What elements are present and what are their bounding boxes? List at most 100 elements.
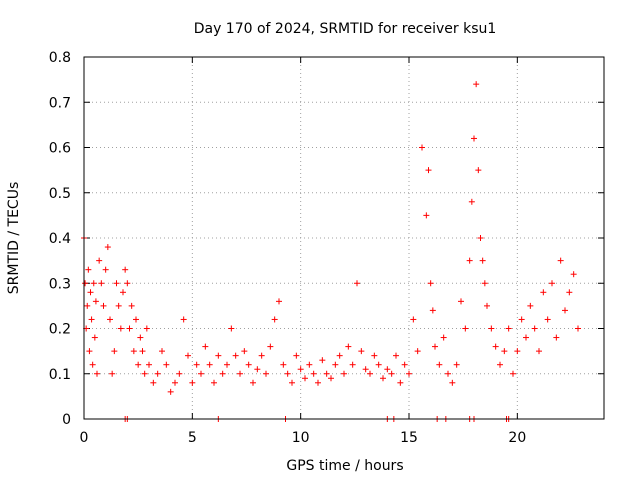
y-tick-label: 0.7 [49, 95, 71, 111]
data-point [232, 352, 239, 359]
data-point [341, 370, 347, 377]
data-point [518, 316, 525, 323]
data-point [349, 361, 356, 368]
chart-title: Day 170 of 2024, SRMTID for receiver ksu… [194, 21, 497, 37]
data-point [375, 361, 382, 368]
data-point [120, 289, 126, 296]
y-tick-label: 0.4 [49, 231, 71, 247]
data-point [124, 280, 131, 287]
data-point [510, 370, 516, 377]
data-point [167, 388, 174, 395]
data-point [206, 361, 213, 368]
data-point [82, 280, 89, 287]
data-point [84, 302, 91, 309]
data-point [371, 352, 378, 359]
data-point [440, 334, 447, 341]
data-point [263, 370, 269, 377]
data-point [109, 370, 116, 377]
data-point [453, 361, 460, 368]
data-point [130, 348, 137, 355]
y-axis-label: SRMTID / TECUs [6, 182, 22, 295]
data-point [198, 370, 204, 377]
data-point [150, 379, 157, 386]
data-point [477, 235, 484, 241]
data-point [176, 370, 183, 377]
data-point [258, 352, 265, 359]
data-point [107, 316, 113, 323]
data-point [310, 370, 317, 377]
data-point [427, 280, 434, 287]
data-point [466, 257, 473, 264]
data-point [289, 379, 295, 386]
data-point [241, 348, 248, 355]
data-point [362, 366, 369, 373]
data-points [81, 81, 581, 422]
data-point [276, 298, 282, 305]
data-point [425, 167, 432, 174]
x-axis-label: GPS time / hours [286, 458, 403, 474]
data-point [553, 334, 560, 341]
data-point [484, 302, 490, 309]
data-point [91, 334, 98, 341]
data-point [115, 302, 122, 309]
data-point [570, 271, 577, 278]
x-tick-label: 5 [188, 430, 197, 446]
data-point [113, 280, 120, 287]
data-point [436, 361, 443, 368]
data-point [358, 348, 365, 355]
data-point [475, 167, 482, 174]
data-point [122, 266, 129, 273]
data-point [432, 343, 438, 350]
data-point [523, 334, 529, 341]
y-tick-label: 0.2 [49, 322, 71, 338]
data-point [90, 280, 97, 287]
data-point [302, 375, 308, 382]
data-point [128, 302, 135, 309]
data-point [139, 348, 146, 355]
data-point [146, 361, 152, 368]
data-point [185, 352, 191, 359]
data-point [126, 325, 133, 332]
data-point [367, 370, 373, 377]
data-point [468, 198, 475, 205]
data-point [540, 289, 547, 296]
data-point [94, 370, 100, 377]
x-tick-label: 15 [400, 430, 418, 446]
x-tick-label: 20 [508, 430, 526, 446]
data-point [180, 316, 187, 323]
data-point [237, 370, 243, 377]
y-tick-label: 0.1 [49, 367, 71, 383]
data-point [86, 348, 93, 355]
data-point [284, 370, 291, 377]
data-point [172, 379, 178, 386]
data-point [544, 316, 551, 323]
data-point [384, 366, 391, 373]
data-point [354, 280, 360, 287]
data-point [267, 343, 274, 350]
data-point [100, 302, 107, 309]
data-point [328, 375, 334, 382]
data-point [154, 370, 161, 377]
data-point [397, 379, 404, 386]
data-point [215, 352, 222, 359]
data-point [96, 257, 103, 264]
plot-frame [83, 56, 605, 420]
data-point [380, 375, 386, 382]
data-point [429, 307, 436, 314]
data-point [481, 280, 488, 287]
data-point [505, 325, 512, 332]
data-point [514, 348, 521, 355]
data-point [211, 379, 217, 386]
data-point [163, 361, 170, 368]
data-point [388, 370, 395, 377]
data-point [473, 81, 480, 88]
data-point [293, 352, 300, 359]
data-point [536, 348, 542, 355]
data-point [224, 361, 230, 368]
data-point [271, 316, 278, 323]
data-point [419, 144, 425, 151]
data-point [306, 361, 313, 368]
data-point [458, 298, 464, 305]
data-point [117, 325, 124, 332]
data-point [423, 212, 430, 219]
